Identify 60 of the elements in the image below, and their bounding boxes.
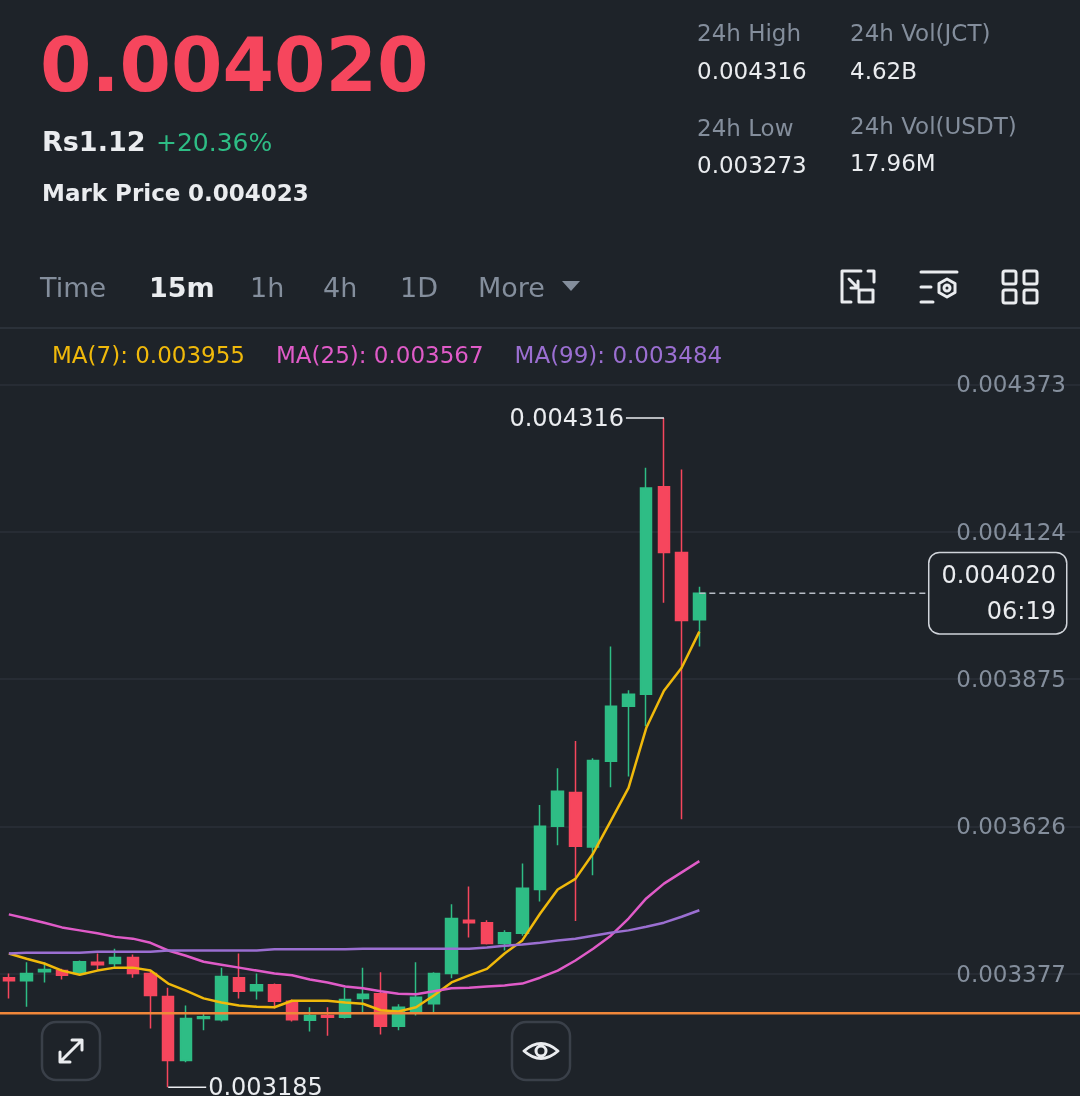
candlestick: [108, 947, 122, 969]
annotation: 0.003185: [208, 1073, 323, 1096]
candlestick: [196, 1012, 211, 1032]
text: 06:19: [986, 597, 1056, 626]
annotation: 0.004316: [509, 404, 624, 433]
text: 4.62B: [850, 58, 917, 84]
candlestick: [586, 757, 600, 877]
text: 1D: [400, 272, 438, 303]
text: 0.004316: [697, 58, 807, 84]
candlestick: [604, 645, 618, 788]
candlestick: [320, 1006, 335, 1037]
y-tick-label: 0.004373: [956, 371, 1066, 398]
text: Time: [40, 272, 107, 303]
candlestick: [497, 929, 512, 952]
candlestick: [674, 468, 689, 820]
text: 24h Low: [697, 115, 794, 141]
candlestick: [143, 969, 158, 1030]
y-tick-label: 0.003377: [956, 960, 1066, 987]
text: MA(7): 0.003955: [52, 341, 245, 368]
candlestick: [232, 952, 246, 1000]
candlestick: [639, 467, 653, 728]
candlestick: [303, 1006, 317, 1033]
candlestick: [179, 1004, 193, 1064]
text: 24h High: [697, 20, 802, 46]
candlestick: [480, 919, 494, 946]
text: 1h: [250, 272, 285, 303]
y-tick-label: 0.004124: [956, 518, 1066, 545]
text: 24h Vol(USDT): [850, 113, 1017, 139]
candlestick: [462, 885, 476, 939]
text: More: [478, 272, 545, 303]
text: 0.004023: [188, 180, 309, 206]
candlestick: [550, 767, 565, 846]
text: MA(99): 0.003484: [514, 341, 723, 368]
y-tick-label: 0.003875: [956, 665, 1066, 692]
candlestick: [161, 987, 175, 1088]
line-series: [7, 859, 701, 996]
line-series: [7, 909, 701, 955]
text: 24h Vol(JCT): [850, 20, 991, 46]
text: 17.96M: [850, 150, 936, 176]
candlestick: [692, 585, 707, 648]
candlestick: [249, 972, 264, 1001]
candlestick: [533, 804, 547, 903]
text: +20.36%: [156, 128, 273, 157]
chart-title: 0.004020: [40, 22, 429, 108]
text: 4h: [323, 272, 358, 303]
text: Rs1.12: [42, 126, 146, 157]
candlestick: [621, 689, 636, 778]
candlestick: [356, 966, 370, 1014]
candlestick: [515, 862, 530, 937]
candlestick: [19, 961, 34, 1008]
candlestick: [568, 740, 583, 922]
ref-line-label: 0.004020: [941, 561, 1056, 590]
text: MA(25): 0.003567: [275, 341, 484, 368]
text: Mark Price: [42, 180, 181, 206]
candlestick: [2, 972, 16, 1000]
text: 0.003273: [697, 152, 807, 178]
candlestick: [444, 903, 459, 980]
y-tick-label: 0.003626: [956, 813, 1066, 840]
candlestick: [657, 417, 671, 604]
text: 15m: [149, 272, 215, 303]
